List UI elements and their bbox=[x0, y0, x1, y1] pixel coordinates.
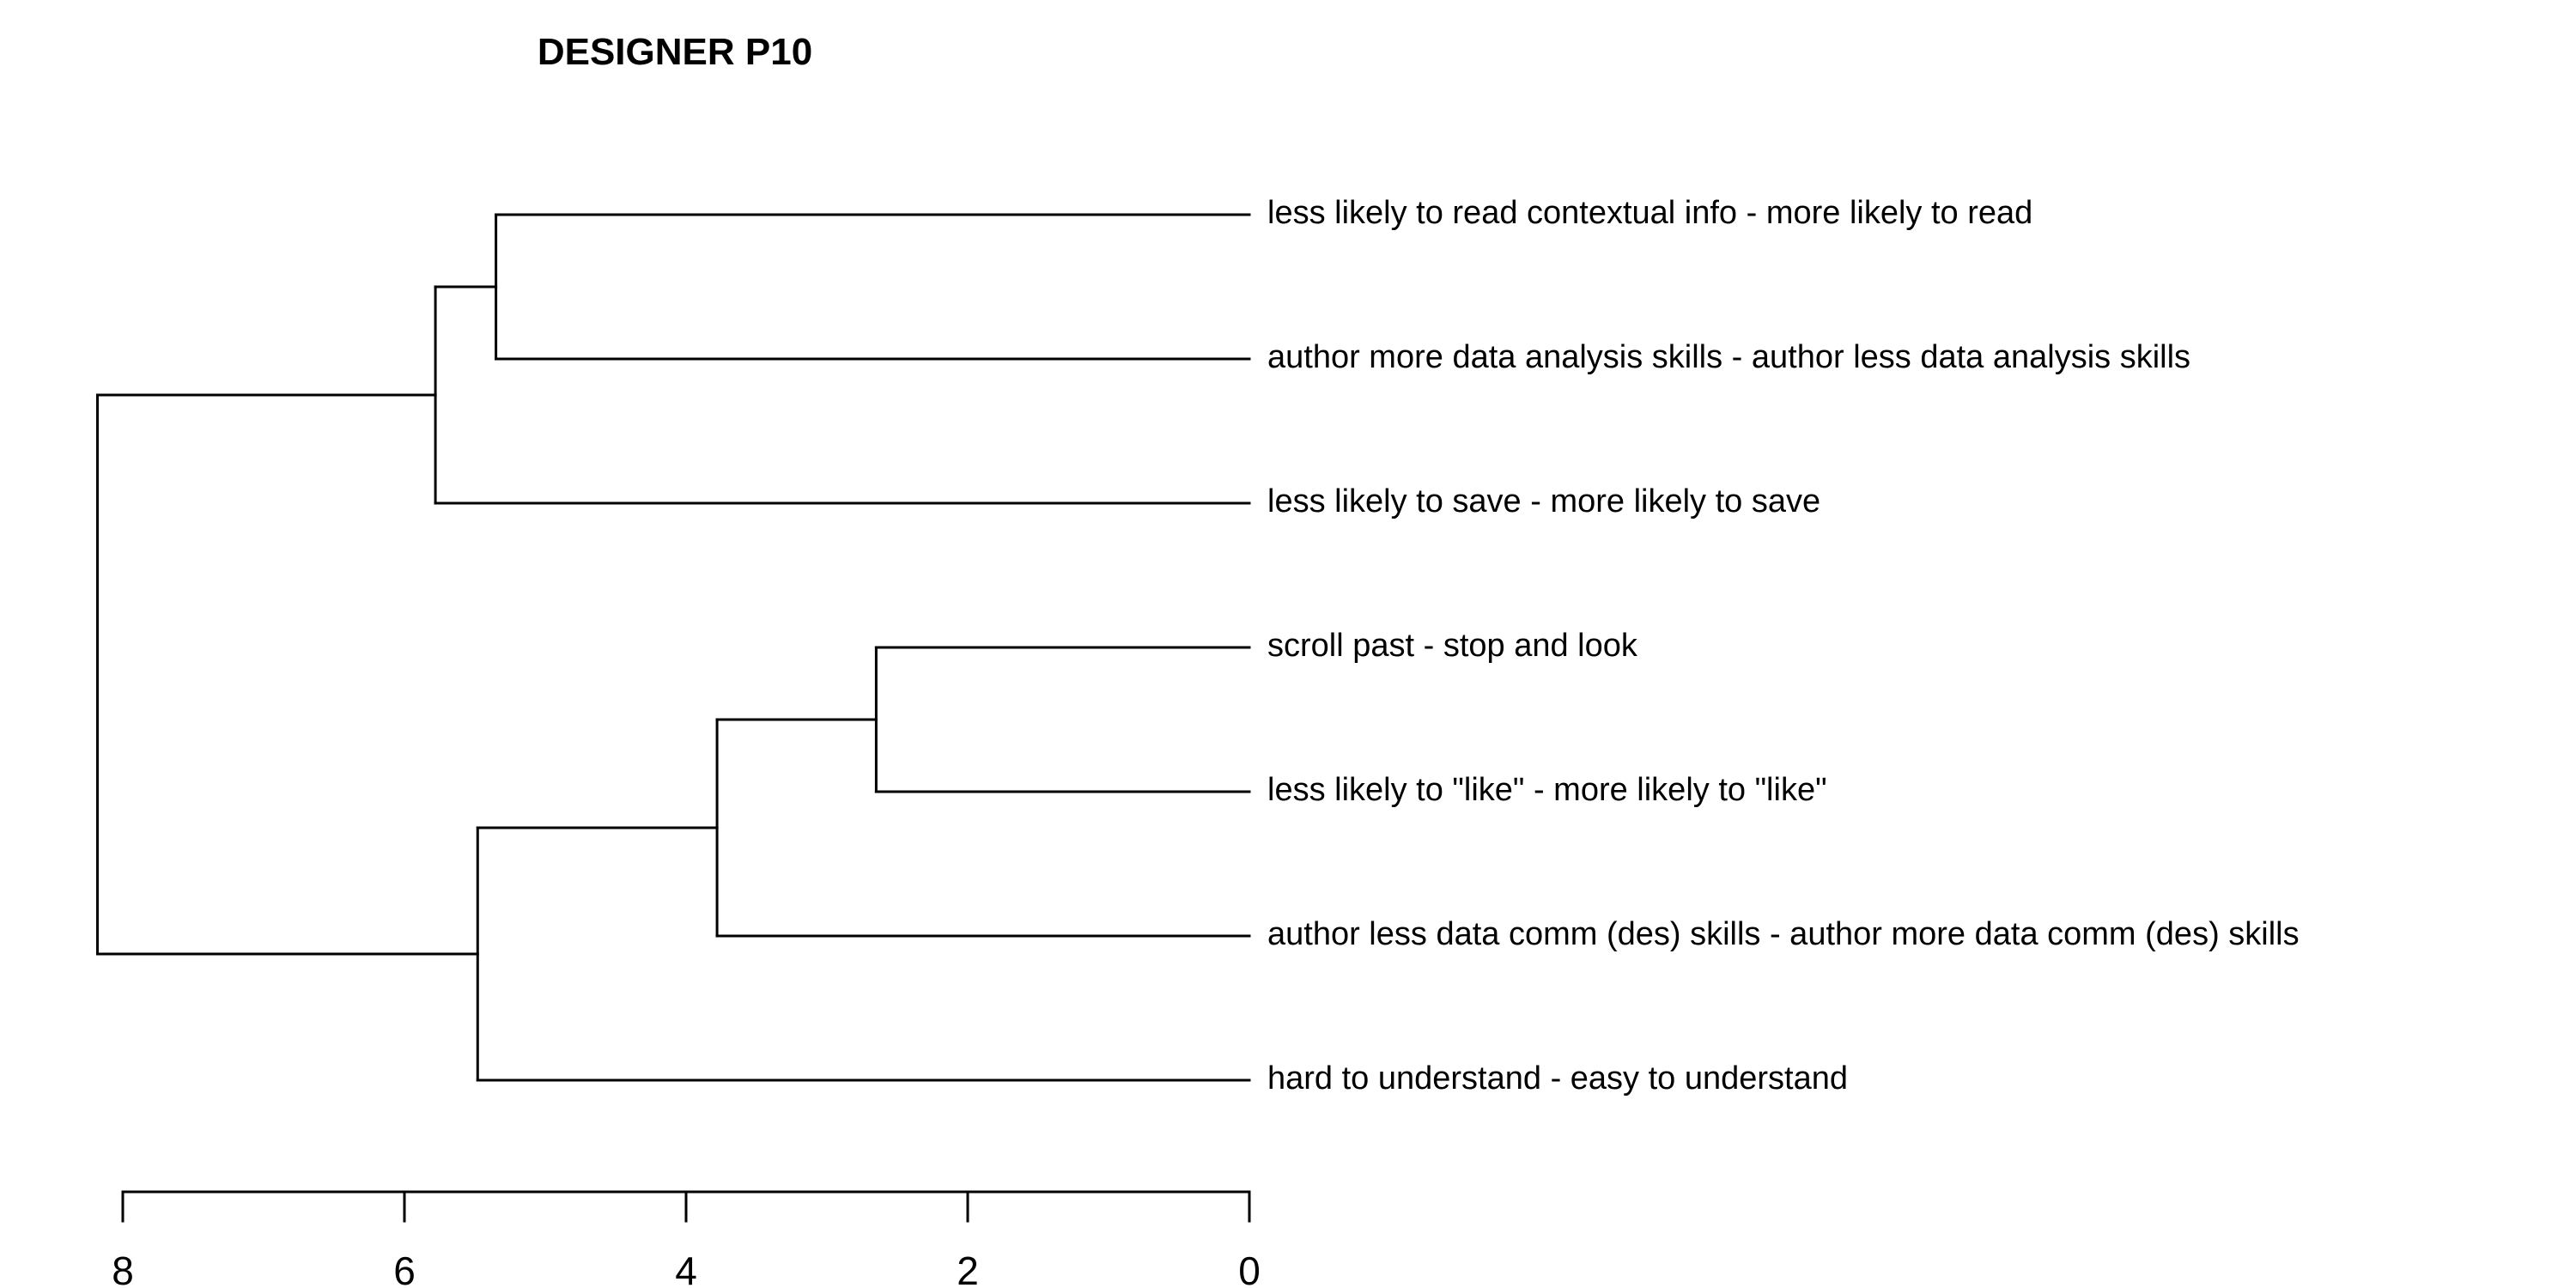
leaf-labels: less likely to read contextual info - mo… bbox=[1267, 195, 2300, 1097]
leaf-label: less likely to read contextual info - mo… bbox=[1267, 195, 2032, 231]
figure-title: DESIGNER P10 bbox=[538, 31, 812, 73]
leaf-label: author less data comm (des) skills - aut… bbox=[1267, 916, 2300, 952]
leaf-label: scroll past - stop and look bbox=[1267, 628, 1638, 664]
dendrogram-tree bbox=[95, 213, 1251, 1082]
axis-tick-label: 6 bbox=[393, 1249, 416, 1288]
leaf-label: author more data analysis skills - autho… bbox=[1267, 339, 2190, 375]
leaf-label: hard to understand - easy to understand bbox=[1267, 1060, 1848, 1097]
axis-tick-label: 0 bbox=[1238, 1249, 1261, 1288]
height-axis: 8 6 4 2 0 bbox=[112, 1190, 1261, 1288]
axis-tick-label: 8 bbox=[112, 1249, 134, 1288]
axis-tick-label: 2 bbox=[957, 1249, 979, 1288]
leaf-label: less likely to save - more likely to sav… bbox=[1267, 483, 1820, 519]
axis-tick-label: 4 bbox=[675, 1249, 697, 1288]
leaf-label: less likely to "like" - more likely to "… bbox=[1267, 772, 1827, 808]
